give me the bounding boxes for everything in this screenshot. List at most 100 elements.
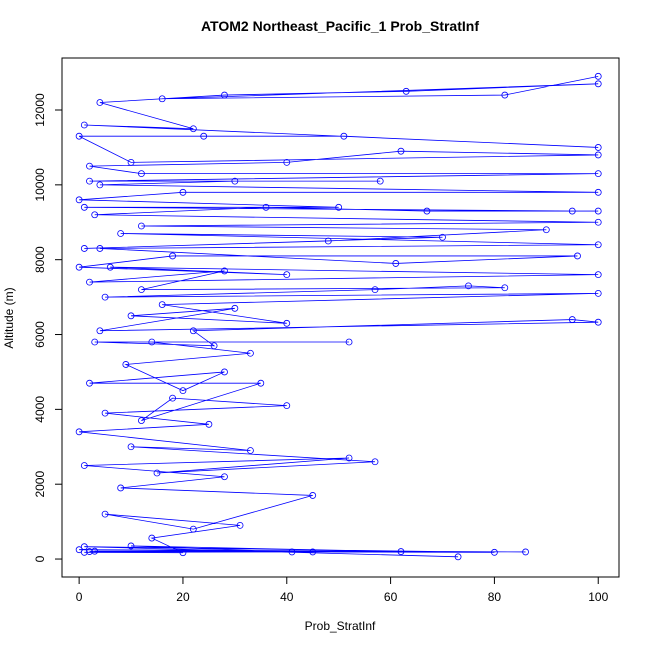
data-point — [423, 207, 431, 215]
y-tick-label: 4000 — [33, 396, 47, 423]
data-point — [542, 226, 550, 234]
data-point — [80, 245, 88, 252]
x-tick-label: 20 — [176, 590, 190, 604]
plot-frame — [61, 57, 620, 578]
data-point — [439, 233, 446, 241]
data-point — [117, 484, 125, 492]
data-point — [594, 170, 602, 178]
data-point — [210, 342, 218, 350]
data-point — [288, 548, 296, 556]
data-point — [169, 252, 176, 260]
data-point — [454, 553, 462, 561]
data-point — [86, 177, 93, 185]
data-point — [153, 469, 161, 477]
data-point — [96, 245, 104, 252]
data-point — [91, 547, 99, 555]
data-point — [371, 458, 379, 466]
data-point — [96, 327, 104, 335]
data-point — [283, 271, 291, 279]
data-point — [148, 534, 156, 542]
data-point — [179, 188, 187, 196]
data-point — [594, 144, 602, 151]
data-point — [501, 91, 509, 99]
data-point — [594, 218, 602, 226]
x-tick-label: 100 — [588, 590, 608, 604]
data-point — [283, 158, 291, 166]
x-tick-label: 40 — [280, 590, 294, 604]
x-tick-label: 80 — [488, 590, 502, 604]
data-point — [594, 151, 602, 159]
data-point — [324, 237, 332, 245]
data-point — [80, 203, 88, 211]
data-point — [179, 549, 187, 557]
data-point — [247, 349, 254, 357]
data-point — [247, 447, 254, 454]
data-point — [345, 454, 353, 462]
data-point — [122, 361, 130, 368]
data-point — [75, 196, 83, 204]
y-tick-label: 10000 — [33, 168, 47, 202]
data-point — [138, 222, 145, 230]
data-point — [574, 252, 581, 260]
data-point — [101, 510, 109, 518]
data-point — [189, 525, 197, 533]
x-tick-label: 60 — [384, 590, 398, 604]
data-point — [127, 443, 135, 451]
data-point — [594, 72, 602, 80]
data-point — [179, 387, 187, 395]
data-point — [594, 289, 602, 297]
data-point — [117, 230, 125, 237]
data-point — [397, 147, 405, 155]
data-point — [80, 462, 88, 469]
data-point — [91, 338, 99, 346]
data-point — [86, 379, 93, 387]
data-point — [501, 284, 509, 292]
y-tick-label: 8000 — [33, 246, 47, 273]
data-point — [594, 80, 602, 88]
data-point — [96, 181, 104, 189]
data-point — [283, 319, 291, 327]
data-point — [231, 177, 239, 185]
data-point — [594, 188, 602, 196]
data-point — [309, 492, 317, 499]
chart-title: ATOM2 Northeast_Pacific_1 Prob_StratInf — [201, 18, 479, 34]
data-point — [257, 379, 265, 387]
data-point — [392, 260, 400, 267]
data-point — [106, 263, 114, 271]
data-point — [376, 177, 384, 185]
data-point — [402, 87, 410, 95]
data-point — [75, 132, 83, 140]
data-point — [127, 312, 135, 320]
data-point — [221, 368, 228, 376]
data-point — [221, 473, 228, 481]
data-point — [75, 428, 83, 436]
data-point — [189, 327, 197, 335]
data-line — [78, 75, 599, 558]
data-point — [594, 207, 602, 215]
data-point — [205, 420, 213, 428]
data-point — [594, 271, 602, 279]
data-point — [101, 293, 109, 301]
data-point — [101, 409, 109, 417]
y-tick-label: 2000 — [33, 471, 47, 498]
y-tick-label: 6000 — [33, 321, 47, 348]
data-point — [465, 282, 472, 290]
data-point — [568, 316, 576, 323]
data-point — [189, 125, 197, 133]
data-point — [96, 99, 104, 106]
data-point — [169, 394, 176, 402]
data-point — [127, 158, 135, 166]
data-point — [80, 548, 88, 556]
x-tick-label: 0 — [76, 590, 83, 604]
data-point — [86, 162, 93, 170]
data-point — [594, 241, 602, 249]
data-point — [371, 286, 379, 294]
x-axis-label: Prob_StratInf — [305, 619, 376, 633]
data-point — [236, 521, 244, 529]
data-point — [309, 548, 317, 556]
data-point — [522, 548, 529, 556]
data-point — [491, 548, 498, 556]
data-point — [340, 132, 348, 140]
data-point — [594, 318, 602, 326]
